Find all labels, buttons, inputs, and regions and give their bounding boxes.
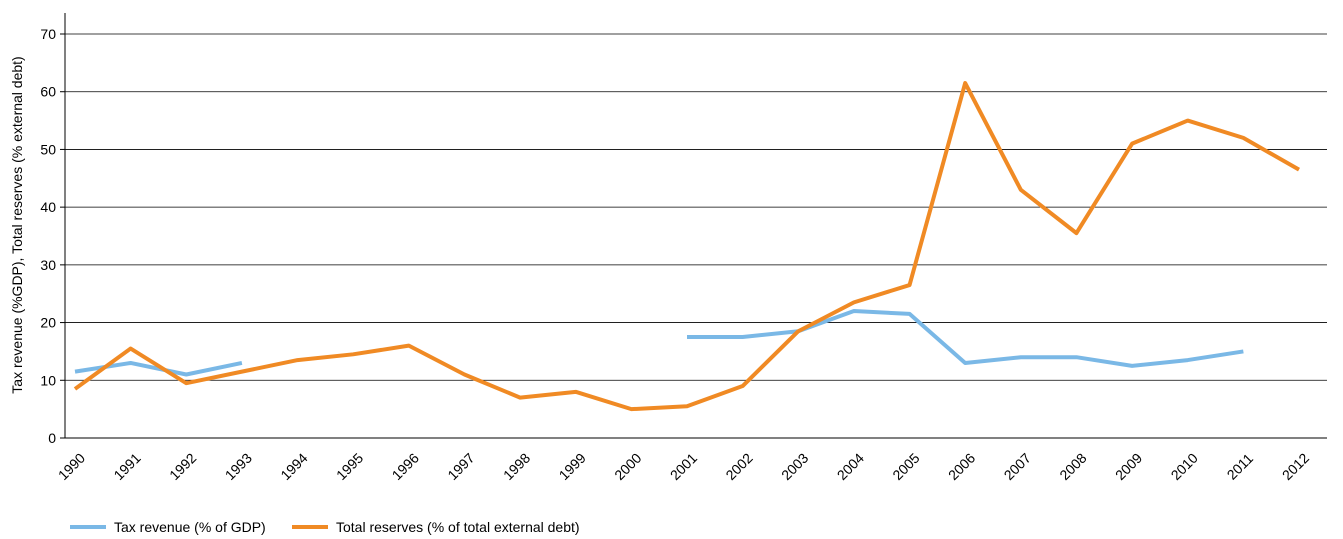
x-tick-label: 1993 [222,450,255,483]
x-tick-label: 1998 [500,450,533,483]
x-axis-ticks: 1990 1991 1992 1993 1994 1995 1996 1997 1998 1999… [55,450,1312,483]
x-tick-label: 2011 [1224,450,1257,483]
gridlines [65,33,1327,381]
y-axis-ticks: 0 10 20 30 40 50 60 70 [40,26,65,446]
legend: Tax revenue (% of GDP) Total reserves (% … [70,519,580,535]
series-lines [73,81,1300,412]
x-tick-label: 2001 [667,450,700,483]
x-tick-label: 1996 [389,450,422,483]
x-tick-label: 2010 [1168,450,1201,483]
y-tick-label: 10 [40,372,56,388]
y-tick-label: 30 [40,257,56,273]
x-tick-label: 2007 [1001,450,1034,483]
y-tick-label: 20 [40,315,56,331]
y-axis-title: Tax revenue (%GDP), Total reserves (% ex… [9,56,25,393]
x-tick-label: 1995 [333,450,366,483]
series-line-1 [687,309,1244,368]
x-tick-label: 1999 [556,450,589,483]
x-tick-label: 2006 [945,450,978,483]
x-tick-label: 1994 [277,450,310,483]
y-tick-label: 40 [40,199,56,215]
x-tick-label: 2002 [722,450,755,483]
x-tick-label: 1990 [55,450,88,483]
x-tick-label: 2000 [611,450,644,483]
x-tick-label: 2012 [1279,450,1312,483]
y-tick-label: 70 [40,26,56,42]
x-tick-label: 1992 [166,450,199,483]
x-tick-label: 1991 [110,450,143,483]
x-tick-label: 2003 [778,450,811,483]
legend-label-1: Tax revenue (% of GDP) [114,519,266,535]
x-tick-label: 1997 [444,450,477,483]
x-tick-label: 2008 [1056,450,1089,483]
x-tick-label: 2005 [889,450,922,483]
x-tick-label: 2004 [834,450,867,483]
y-tick-label: 60 [40,84,56,100]
x-tick-label: 2009 [1112,450,1145,483]
series-line-2 [73,81,1300,412]
y-tick-label: 50 [40,141,56,157]
legend-label-2: Total reserves (% of total external debt… [336,519,580,535]
y-tick-label: 0 [48,430,56,446]
